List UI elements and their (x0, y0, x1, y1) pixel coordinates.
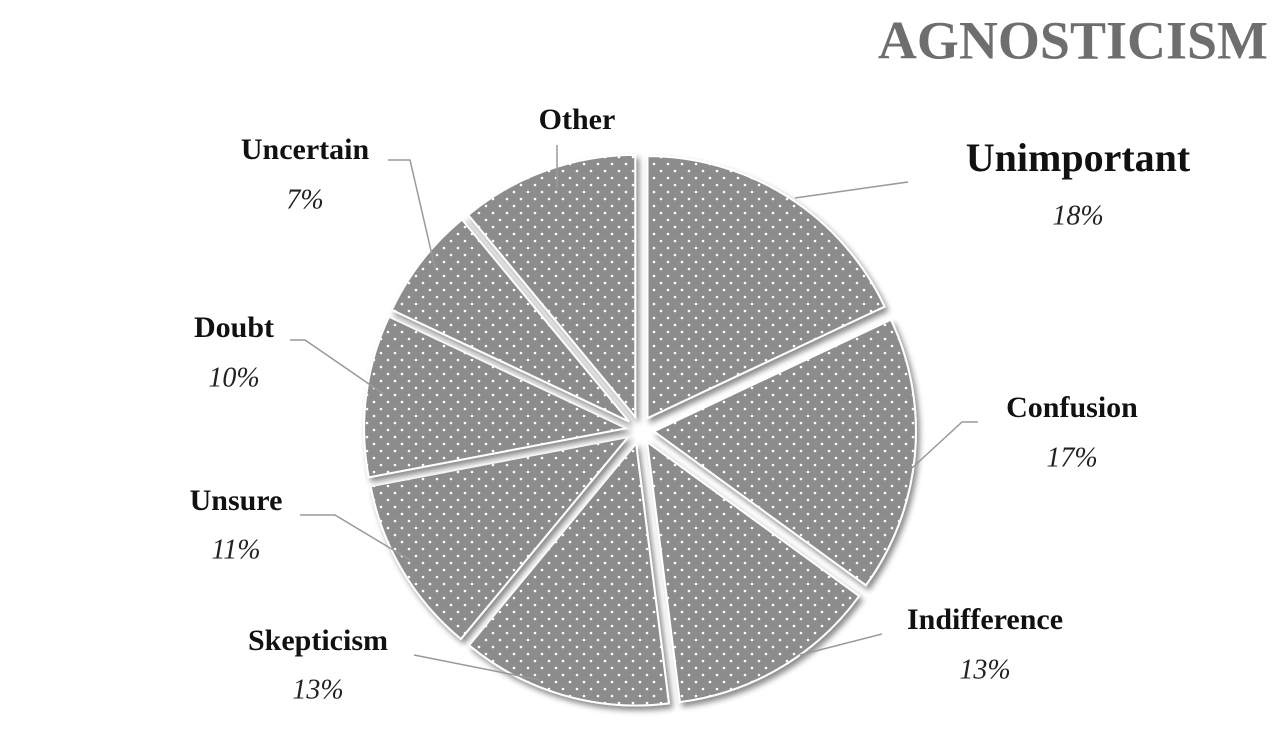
leader-line (290, 339, 386, 396)
pie (363, 153, 917, 707)
labels: Unimportant 18% Confusion 17% Indifference 13… (190, 103, 1191, 706)
chart-title: AGNOSTICISM (878, 10, 1268, 70)
value-label: 11% (211, 534, 260, 565)
slice-label: Indifference (907, 603, 1063, 636)
slice-label: Doubt (194, 311, 274, 344)
value-label: 13% (292, 674, 343, 705)
slice-label: Unsure (190, 484, 283, 517)
pie-slice (369, 435, 631, 641)
pie-slice (467, 441, 671, 707)
value-label: 18% (1052, 200, 1103, 231)
leader-line (388, 159, 436, 269)
pie-slice (645, 439, 861, 704)
slice-label: Other (539, 103, 616, 136)
slice-label: Uncertain (241, 133, 370, 166)
slice-label: Skepticism (248, 624, 388, 657)
leader-line (300, 514, 411, 561)
pie-slice (651, 318, 917, 587)
pie-slice (390, 218, 630, 423)
leader-line (413, 654, 541, 681)
pie-slice (363, 315, 630, 479)
slice-label: Confusion (1006, 391, 1138, 424)
pie-slice (646, 155, 886, 420)
value-label: 10% (208, 362, 259, 393)
pie-slice (466, 153, 637, 420)
leader-line (911, 421, 978, 469)
value-label: 17% (1046, 442, 1097, 473)
slice-label: Unimportant (966, 135, 1191, 180)
leader-line (799, 633, 883, 656)
leader-line (794, 181, 909, 199)
value-label: 7% (286, 184, 323, 215)
value-label: 13% (959, 654, 1010, 685)
